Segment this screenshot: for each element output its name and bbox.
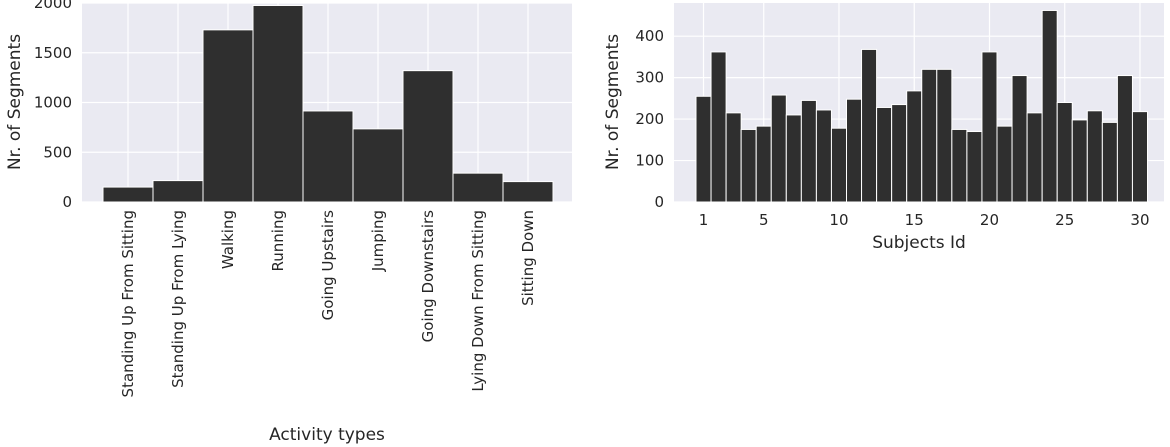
activity-chart-y-label: Nr. of Segments — [5, 34, 25, 170]
subjects-chart-bar — [966, 131, 983, 203]
subjects-chart-bar — [1026, 112, 1043, 203]
subjects-chart-bars — [695, 9, 1148, 203]
activity-chart-x-tick: Going Upstairs — [319, 210, 337, 320]
activity-chart-y-ticks: 0 500 1000 1500 2000 — [34, 0, 72, 211]
activity-chart-x-tick: Standing Up From Sitting — [119, 210, 137, 397]
subjects-chart-x-tick: 25 — [1055, 211, 1074, 229]
activity-chart-bar — [402, 70, 454, 203]
subjects-chart-bar — [921, 68, 938, 203]
subjects-chart-y-tick: 200 — [635, 110, 664, 128]
activity-chart-x-tick: Going Downstairs — [419, 210, 437, 342]
activity-chart-bar — [102, 186, 154, 203]
subjects-chart-bar — [1131, 111, 1148, 203]
subjects-chart-x-tick: 5 — [759, 211, 769, 229]
activity-chart-bar — [152, 180, 204, 203]
activity-chart-bar — [502, 181, 554, 203]
subjects-chart-bar — [981, 51, 998, 203]
subjects-chart-x-tick: 30 — [1130, 211, 1149, 229]
activity-chart-y-tick: 500 — [43, 143, 72, 161]
activity-chart-x-ticks: Standing Up From Sitting Standing Up From… — [119, 210, 537, 398]
subjects-chart-bar — [830, 127, 848, 203]
subjects-chart-bar — [861, 48, 878, 203]
subjects-chart-x-tick: 1 — [699, 211, 709, 229]
subjects-chart-bar — [1041, 9, 1058, 203]
activity-chart-x-tick: Standing Up From Lying — [169, 210, 187, 388]
subjects-chart-bar — [1056, 102, 1073, 203]
subjects-chart-x-tick: 20 — [980, 211, 999, 229]
activity-chart-y-tick: 1500 — [34, 44, 72, 62]
activity-chart-x-tick: Jumping — [369, 210, 387, 272]
subjects-chart-y-label: Nr. of Segments — [603, 34, 623, 170]
activity-chart-y-tick: 1000 — [34, 94, 72, 112]
activity-chart: 0 500 1000 1500 2000 Standing Up From Sittin… — [5, 0, 572, 445]
activity-chart-x-tick: Running — [269, 210, 287, 271]
subjects-chart-bar — [695, 95, 712, 203]
subjects-chart-bar — [936, 68, 953, 203]
activity-chart-y-tick: 2000 — [34, 0, 72, 12]
activity-chart-y-tick: 0 — [62, 193, 72, 211]
subjects-chart-bar — [1116, 75, 1133, 203]
subjects-chart-bar — [800, 99, 817, 203]
subjects-chart-x-tick: 10 — [829, 211, 848, 229]
activity-chart-bar — [352, 128, 404, 203]
activity-chart-x-tick: Lying Down From Sitting — [469, 210, 487, 392]
subjects-chart-bar — [876, 106, 893, 203]
subjects-chart-y-tick: 300 — [635, 69, 664, 87]
subjects-chart-bar — [785, 114, 802, 203]
subjects-chart-bar — [1071, 119, 1088, 203]
subjects-chart-x-tick: 15 — [905, 211, 924, 229]
activity-chart-bar — [252, 4, 304, 203]
subjects-chart-y-tick: 100 — [635, 152, 664, 170]
subjects-chart-bar — [725, 112, 742, 203]
activity-chart-bar — [452, 172, 504, 203]
activity-chart-x-label: Activity types — [269, 425, 385, 445]
subjects-chart-bar — [996, 125, 1013, 203]
activity-chart-x-tick: Sitting Down — [519, 210, 537, 306]
subjects-chart-bar — [770, 94, 787, 203]
subjects-chart-bar — [710, 51, 727, 203]
subjects-chart-bar — [1011, 75, 1028, 203]
subjects-chart-bar — [891, 104, 908, 203]
subjects-chart-x-label: Subjects Id — [872, 233, 966, 253]
activity-chart-bars — [102, 4, 554, 203]
subjects-chart-bar — [815, 109, 832, 203]
activity-chart-x-tick: Walking — [219, 210, 237, 269]
subjects-chart-bar — [1086, 110, 1103, 203]
subjects-chart-bar — [906, 90, 923, 203]
activity-chart-bar — [202, 29, 254, 203]
subjects-chart-y-ticks: 0 100 200 300 400 — [635, 27, 664, 211]
subjects-chart-y-tick: 400 — [635, 27, 664, 45]
subjects-chart-bar — [1101, 121, 1118, 203]
subjects-chart-bar — [951, 128, 968, 203]
activity-chart-bar — [302, 110, 354, 203]
subjects-chart-bar — [740, 128, 757, 203]
subjects-chart-y-tick: 0 — [654, 193, 664, 211]
subjects-chart-bar — [846, 98, 863, 203]
subjects-chart-bar — [755, 125, 772, 203]
subjects-chart-x-ticks: 1 5 10 15 20 25 30 — [699, 211, 1150, 229]
